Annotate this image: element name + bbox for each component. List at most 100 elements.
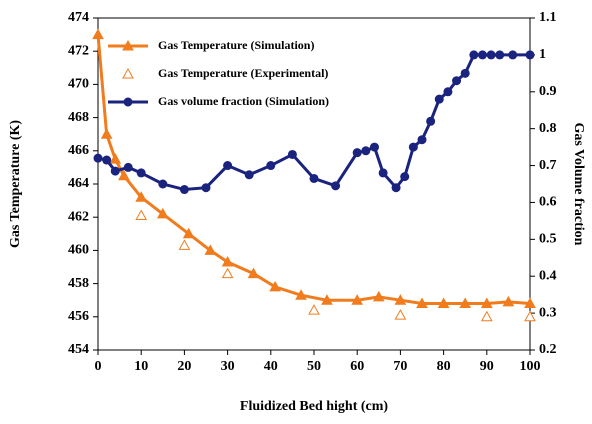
data-point [135, 209, 148, 221]
y-tick-label: 454 [68, 342, 89, 357]
legend-label: Gas Temperature (Simulation) [158, 38, 314, 52]
data-point [351, 294, 364, 305]
data-point [416, 297, 428, 309]
x-tick-label: 60 [350, 359, 364, 374]
data-point [100, 128, 113, 139]
data-point [201, 183, 211, 193]
y2-axis-label: Gas Volume fraction [571, 123, 586, 246]
data-point [269, 280, 281, 292]
data-point [110, 166, 120, 176]
y2-tick-label: 1.1 [539, 10, 557, 25]
x-tick-label: 50 [307, 359, 321, 374]
data-point [223, 161, 233, 171]
data-point [179, 185, 189, 195]
data-point [221, 255, 234, 267]
data-point [182, 227, 195, 239]
y2-tick-label: 0.8 [539, 121, 557, 136]
data-point [308, 304, 320, 315]
data-point [524, 310, 536, 322]
data-point [352, 148, 362, 158]
data-point [295, 289, 307, 300]
data-point [495, 50, 505, 60]
legend-label: Gas volume fraction (Simulation) [158, 94, 329, 108]
data-point [434, 94, 444, 104]
y2-tick-label: 1 [539, 47, 546, 62]
x-tick-label: 90 [480, 359, 494, 374]
y2-tick-label: 0.2 [539, 342, 557, 357]
x-tick-label: 10 [134, 359, 148, 374]
data-point [378, 168, 388, 178]
data-point [452, 76, 462, 86]
x-tick-label: 30 [221, 359, 235, 374]
y-tick-label: 474 [68, 10, 89, 25]
x-tick-label: 40 [264, 359, 278, 374]
data-point [460, 68, 470, 78]
y-tick-label: 468 [68, 110, 89, 125]
y2-tick-label: 0.4 [539, 268, 557, 283]
data-point [266, 161, 276, 171]
data-point [369, 142, 379, 152]
y2-tick-label: 0.3 [539, 305, 557, 320]
series-line [96, 34, 531, 306]
legend-label: Gas Temperature (Experimental) [158, 66, 328, 80]
y2-tick-label: 0.7 [539, 158, 557, 173]
data-point [331, 181, 341, 191]
legend-marker [122, 39, 134, 51]
legend-marker [123, 97, 133, 107]
data-point [480, 310, 493, 322]
y2-tick-label: 0.9 [539, 84, 557, 99]
data-point [92, 28, 104, 40]
data-point [480, 297, 493, 309]
data-point [426, 116, 436, 126]
x-tick-label: 100 [520, 359, 541, 374]
data-point [394, 309, 407, 320]
y-tick-label: 466 [68, 143, 89, 158]
data-point [408, 142, 418, 152]
data-point [178, 239, 191, 250]
data-point [400, 172, 410, 182]
data-point [394, 294, 407, 305]
data-point [118, 169, 130, 181]
data-point [309, 173, 319, 183]
x-tick-label: 20 [177, 359, 191, 374]
x-tick-label: 80 [437, 359, 451, 374]
data-point [443, 87, 453, 97]
x-tick-label: 70 [393, 359, 407, 374]
y-tick-label: 458 [68, 276, 89, 291]
y-tick-label: 460 [68, 243, 89, 258]
data-point [437, 297, 450, 309]
data-point [459, 297, 472, 309]
data-point [221, 267, 234, 279]
x-tick-label: 0 [95, 359, 102, 374]
data-point [204, 244, 217, 255]
data-point [123, 162, 133, 172]
data-point [102, 155, 112, 165]
data-point [247, 267, 260, 279]
data-point [321, 294, 333, 305]
data-point [417, 135, 427, 145]
y-tick-label: 456 [68, 309, 89, 324]
data-point [508, 50, 518, 60]
y-tick-label: 462 [68, 209, 89, 224]
data-point [156, 207, 169, 219]
data-point [361, 146, 371, 156]
x-axis-label: Fluidized Bed hight (cm) [240, 399, 389, 414]
y-tick-label: 472 [68, 43, 89, 58]
data-point [136, 168, 146, 178]
data-point [486, 50, 496, 60]
legend-marker [122, 67, 134, 79]
data-point [158, 179, 168, 189]
y2-tick-label: 0.5 [539, 232, 557, 247]
data-point [477, 50, 487, 60]
data-point [135, 191, 148, 202]
data-point [469, 50, 479, 60]
y-tick-label: 470 [68, 77, 89, 92]
data-point [502, 295, 515, 307]
data-point [109, 153, 122, 164]
data-point [525, 50, 535, 60]
data-point [93, 153, 103, 163]
data-point [391, 183, 401, 193]
data-point [244, 170, 254, 180]
data-point [524, 297, 536, 309]
data-point [287, 149, 297, 159]
